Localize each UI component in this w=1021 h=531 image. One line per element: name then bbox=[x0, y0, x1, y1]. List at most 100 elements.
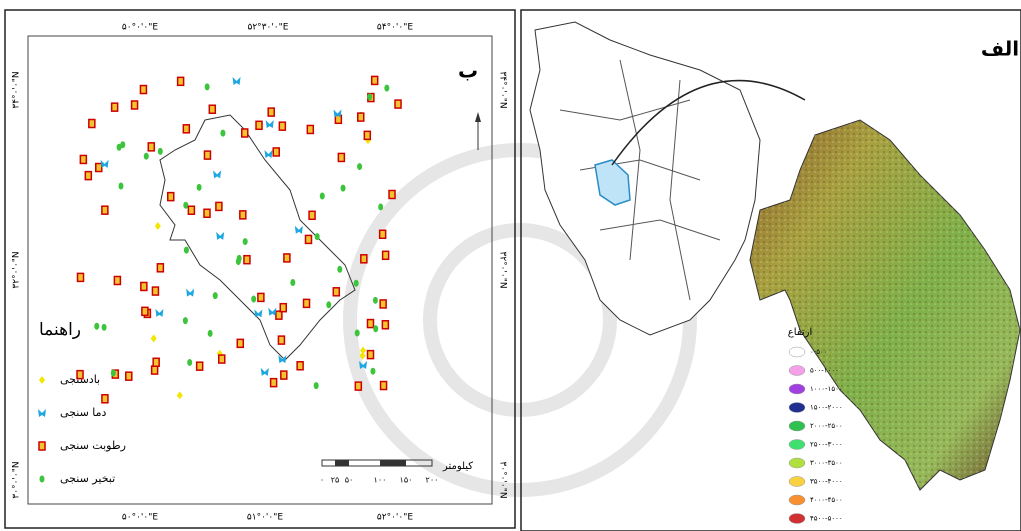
legend-swatch bbox=[789, 421, 805, 431]
humidity-station bbox=[114, 277, 120, 285]
coord-label: ۳۰°۰'۰"N bbox=[498, 461, 508, 498]
evap-station bbox=[357, 163, 362, 170]
coord-label: ۳۲°۰'۰"N bbox=[498, 251, 508, 288]
evap-station bbox=[208, 330, 213, 337]
evap-station bbox=[117, 144, 122, 151]
legend-swatch bbox=[789, 440, 805, 450]
humidity-station bbox=[256, 121, 262, 129]
humidity-station bbox=[381, 382, 387, 390]
evap-station bbox=[213, 292, 218, 299]
legend-label: ۰-۵۰۰ bbox=[810, 348, 828, 356]
wind-station bbox=[177, 391, 183, 399]
north-arrow bbox=[475, 112, 481, 150]
evap-station bbox=[236, 258, 241, 265]
evap-station bbox=[220, 130, 225, 137]
temp-station bbox=[278, 355, 286, 363]
humidity-station bbox=[112, 103, 118, 111]
humidity-station bbox=[78, 273, 84, 281]
humidity-station bbox=[333, 288, 339, 296]
humidity-station bbox=[258, 293, 264, 301]
map-frame bbox=[28, 36, 492, 504]
humidity-station bbox=[102, 395, 108, 403]
humidity-station bbox=[338, 153, 344, 161]
humidity-station bbox=[204, 151, 210, 159]
humidity-station bbox=[284, 254, 290, 262]
evap-station bbox=[373, 297, 378, 304]
temp-station bbox=[213, 170, 221, 178]
panel-label: ب bbox=[458, 59, 478, 83]
humidity-station bbox=[204, 209, 210, 217]
coord-label: ۳۰°۰'۰"N bbox=[12, 461, 22, 498]
humidity-station bbox=[85, 172, 91, 180]
humidity-station bbox=[382, 321, 388, 329]
scale-tick-label: ۵۰ bbox=[345, 476, 354, 485]
wind-station bbox=[39, 376, 45, 384]
evap-station bbox=[367, 93, 372, 100]
legend-swatch bbox=[789, 477, 805, 487]
humidity-station bbox=[383, 251, 389, 259]
legend-swatch bbox=[789, 403, 805, 413]
legend-title: راهنما bbox=[39, 320, 81, 340]
evap-station bbox=[183, 317, 188, 324]
humidity-station bbox=[280, 304, 286, 312]
humidity-station bbox=[389, 190, 395, 198]
humidity-station bbox=[240, 211, 246, 219]
humidity-station bbox=[364, 131, 370, 139]
humidity-station bbox=[273, 148, 279, 156]
evap-station bbox=[184, 247, 189, 254]
evap-station bbox=[384, 85, 389, 92]
legend-label: ۱۰۰۰-۱۵۰۰ bbox=[810, 385, 843, 393]
figure: ب راهنما بادسنجیدما سنجیرطوبت سنجیتبخیر … bbox=[0, 0, 1021, 531]
humidity-station bbox=[39, 442, 45, 450]
coord-label: ۵۲°۰'۰"E bbox=[377, 513, 413, 523]
temp-station bbox=[216, 232, 224, 240]
legend-label: ۴۰۰۰-۴۵۰۰ bbox=[810, 496, 843, 504]
humidity-station bbox=[237, 339, 243, 347]
humidity-station bbox=[168, 193, 174, 201]
evap-station bbox=[326, 301, 331, 308]
temp-station bbox=[264, 150, 272, 158]
evap-station bbox=[251, 296, 256, 303]
wind-station bbox=[360, 346, 366, 354]
scale-tick-label: ۲۵ bbox=[331, 476, 340, 485]
coord-label: ۳۴°۰'۰"N bbox=[498, 71, 508, 108]
legend-swatch bbox=[789, 495, 805, 505]
humidity-station bbox=[89, 120, 95, 128]
coord-label: ۵۰°۰'۰"E bbox=[122, 513, 158, 523]
temp-station bbox=[266, 120, 274, 128]
humidity-station bbox=[157, 264, 163, 272]
humidity-station bbox=[197, 362, 203, 370]
humidity-station bbox=[355, 382, 361, 390]
scale-tick-label: ۲۰۰ bbox=[426, 476, 439, 485]
legend: بادسنجیدما سنجیرطوبت سنجیتبخیر سنجی bbox=[38, 373, 126, 485]
temp-station bbox=[295, 226, 303, 234]
humidity-station bbox=[219, 355, 225, 363]
province-outline bbox=[160, 115, 355, 360]
legend-swatch bbox=[789, 514, 805, 524]
evap-station bbox=[373, 325, 378, 332]
legend-label: ۴۵۰۰-۵۰۰۰ bbox=[810, 515, 843, 523]
legend-label: ۲۰۰۰-۲۵۰۰ bbox=[810, 422, 843, 430]
evap-station bbox=[320, 192, 325, 199]
evap-station bbox=[111, 369, 116, 376]
legend-label: رطوبت سنجی bbox=[60, 439, 126, 452]
humidity-station bbox=[358, 113, 364, 121]
humidity-station bbox=[361, 255, 367, 263]
humidity-station bbox=[279, 122, 285, 130]
humidity-station bbox=[268, 108, 274, 116]
evap-station bbox=[102, 324, 107, 331]
humidity-station bbox=[96, 164, 102, 172]
evap-station bbox=[290, 279, 295, 286]
humidity-station bbox=[278, 336, 284, 344]
humidity-station bbox=[141, 282, 147, 290]
humidity-station bbox=[152, 366, 158, 374]
humidity-station bbox=[153, 358, 159, 366]
humidity-station bbox=[126, 372, 132, 380]
evap-station bbox=[354, 280, 359, 287]
evap-station bbox=[315, 233, 320, 240]
coord-label: ۳۴°۰'۰"N bbox=[12, 71, 22, 108]
humidity-station bbox=[395, 100, 401, 108]
humidity-station bbox=[368, 351, 374, 359]
temp-station bbox=[254, 309, 262, 317]
iran-map bbox=[530, 22, 760, 335]
